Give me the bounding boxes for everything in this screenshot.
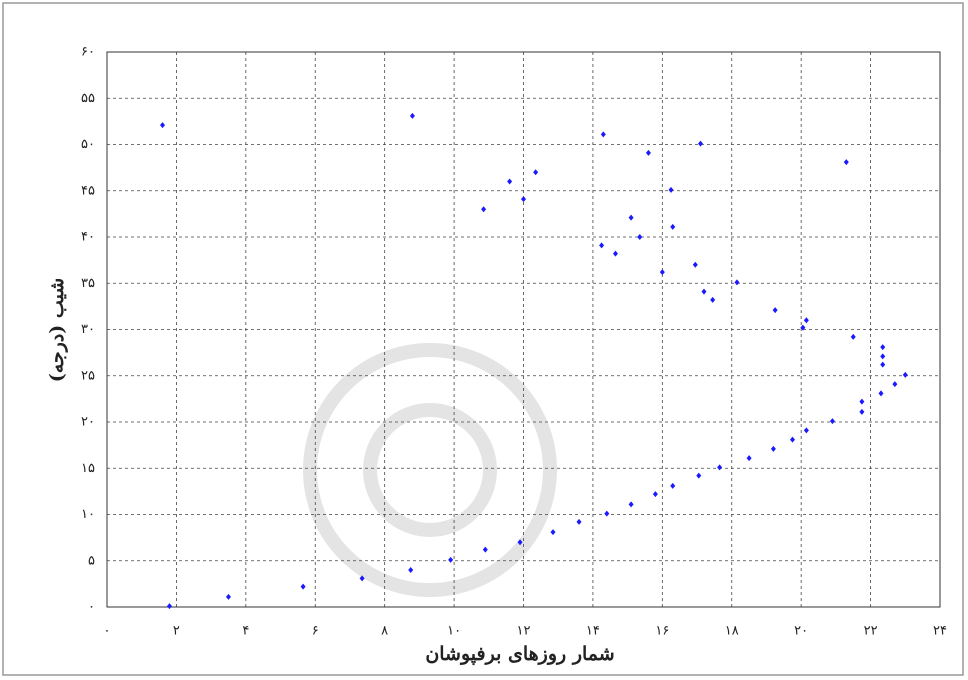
point <box>482 546 488 553</box>
point <box>803 317 809 324</box>
point <box>359 575 365 582</box>
point <box>481 206 487 213</box>
x-tick-label: ۲۴ <box>933 624 947 639</box>
point <box>770 445 776 452</box>
point <box>859 398 865 405</box>
x-tick-label: ۲ <box>173 624 180 639</box>
point <box>637 234 643 240</box>
point <box>668 186 674 193</box>
x-tick-label: ۸ <box>381 624 388 639</box>
x-tick-label: ۱۴ <box>586 624 600 639</box>
point <box>225 593 231 600</box>
point <box>521 196 526 203</box>
point <box>612 250 618 257</box>
y-tick-label: ۱۰ <box>81 507 95 522</box>
y-tick-label: ۴۵ <box>81 183 95 198</box>
x-tick-label: ۲۲ <box>864 624 878 639</box>
point <box>628 214 634 221</box>
point <box>843 159 849 166</box>
point <box>600 131 606 138</box>
y-tick-label: ۶۰ <box>81 45 95 60</box>
plot-border <box>106 51 941 608</box>
x-tick-label: ۱۲ <box>517 624 531 639</box>
point <box>717 464 723 471</box>
x-tick-label: ۱۶ <box>655 624 669 639</box>
y-tick-label: ۵ <box>88 553 95 568</box>
point <box>160 122 166 129</box>
point <box>550 529 556 536</box>
point <box>533 169 539 176</box>
point <box>878 390 884 397</box>
x-tick-label: ۶ <box>312 624 319 639</box>
x-axis-title: شمار روزهای برفپوشان <box>425 643 614 665</box>
x-tick-label: ۱۸ <box>725 624 739 639</box>
point <box>670 223 676 230</box>
point <box>408 567 414 573</box>
point <box>701 288 707 295</box>
point <box>746 455 752 462</box>
y-tick-label: ۵۵ <box>81 91 95 106</box>
point <box>859 408 865 415</box>
point <box>670 482 676 489</box>
y-tick-label: ۳۵ <box>81 276 95 291</box>
x-tick-label: ۰ <box>104 624 111 639</box>
point <box>599 242 605 249</box>
point <box>448 556 454 563</box>
point <box>659 269 665 276</box>
point <box>880 353 886 360</box>
y-axis-title: شیب (درجه) <box>46 278 68 382</box>
x-tick-label: ۲۰ <box>794 624 808 639</box>
point <box>803 427 809 434</box>
point <box>698 140 704 147</box>
point <box>604 510 610 517</box>
point <box>850 333 856 340</box>
point <box>517 539 523 546</box>
y-tick-label: ۰ <box>88 600 95 615</box>
point <box>652 491 658 498</box>
point <box>692 261 698 268</box>
point <box>710 296 716 303</box>
point <box>576 518 582 525</box>
point <box>734 279 740 286</box>
point <box>166 603 172 610</box>
point <box>628 501 634 508</box>
point <box>409 112 415 119</box>
watermark <box>303 343 557 597</box>
point <box>300 583 306 590</box>
y-tick-label: ۵۰ <box>81 137 95 152</box>
y-tick-label: ۱۵ <box>81 461 95 476</box>
y-tick-label: ۲۵ <box>81 368 95 383</box>
point <box>645 149 651 156</box>
point <box>772 307 778 314</box>
point <box>696 472 702 479</box>
point <box>829 418 835 425</box>
y-tick-label: ۳۰ <box>81 322 95 337</box>
y-tick-label: ۴۰ <box>81 230 95 245</box>
point <box>507 178 513 185</box>
point <box>800 324 806 331</box>
x-tick-label: ۴ <box>242 624 249 639</box>
x-tick-label: ۱۰ <box>447 624 461 639</box>
point <box>902 371 908 378</box>
point <box>880 361 886 368</box>
point <box>789 436 795 443</box>
point <box>880 344 886 351</box>
y-tick-label: ۲۰ <box>81 415 95 430</box>
point <box>892 381 898 388</box>
